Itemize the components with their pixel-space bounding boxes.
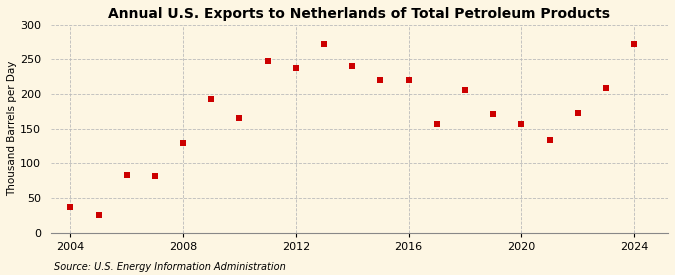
Title: Annual U.S. Exports to Netherlands of Total Petroleum Products: Annual U.S. Exports to Netherlands of To… — [108, 7, 610, 21]
Point — [178, 140, 188, 145]
Point — [431, 122, 442, 126]
Point — [206, 97, 217, 101]
Y-axis label: Thousand Barrels per Day: Thousand Barrels per Day — [7, 61, 17, 196]
Point — [93, 213, 104, 218]
Point — [601, 86, 612, 90]
Point — [516, 122, 527, 126]
Point — [403, 77, 414, 82]
Point — [290, 66, 301, 70]
Point — [347, 64, 358, 68]
Point — [488, 112, 499, 116]
Point — [234, 116, 245, 120]
Point — [319, 42, 329, 46]
Point — [572, 111, 583, 116]
Point — [544, 138, 555, 143]
Point — [375, 77, 386, 82]
Point — [460, 88, 470, 92]
Point — [149, 174, 160, 179]
Point — [65, 205, 76, 209]
Point — [122, 173, 132, 177]
Text: Source: U.S. Energy Information Administration: Source: U.S. Energy Information Administ… — [54, 262, 286, 272]
Point — [629, 42, 640, 46]
Point — [263, 59, 273, 63]
